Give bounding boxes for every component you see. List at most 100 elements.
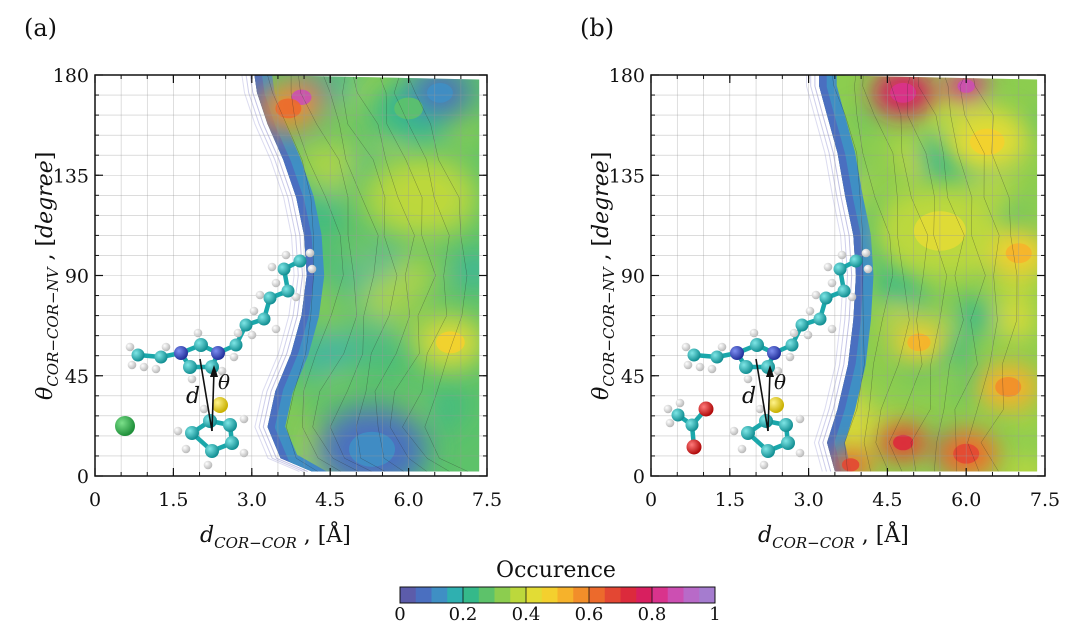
occupancy-blob bbox=[1026, 109, 1038, 135]
colorbar-tick-label: 0.8 bbox=[638, 604, 667, 625]
y-tick-label: 180 bbox=[53, 65, 89, 87]
colorbar-swatch bbox=[652, 587, 669, 603]
colorbar: Occurence 0 0.2 0.4 0.6 0.8 1 bbox=[394, 558, 720, 625]
nitrogen-atom bbox=[174, 346, 188, 360]
hydrogen-atom bbox=[805, 306, 815, 316]
y-tick-label: 90 bbox=[65, 266, 89, 288]
colorbar-swatch bbox=[573, 587, 590, 603]
occupancy-blob bbox=[1015, 410, 1036, 431]
hotspot-core bbox=[427, 82, 453, 103]
y-tick-label: 180 bbox=[609, 65, 645, 87]
occupancy-blob bbox=[445, 109, 480, 153]
inset-label-theta: θ bbox=[774, 370, 786, 394]
carbon-atom bbox=[154, 350, 168, 364]
carbon-atom bbox=[131, 348, 145, 362]
occupancy-blob bbox=[953, 383, 976, 405]
x-tick-label: 4.5 bbox=[315, 489, 345, 511]
hydrogen-atom bbox=[695, 362, 705, 372]
hydrogen-atom bbox=[729, 426, 739, 436]
carbon-atom bbox=[194, 338, 208, 352]
hydrogen-atom bbox=[307, 264, 317, 274]
hydrogen-atom bbox=[193, 328, 203, 338]
arrow-head bbox=[210, 365, 218, 377]
panel-label-b: (b) bbox=[580, 14, 614, 42]
hydrogen-atom bbox=[127, 360, 137, 370]
carbon-atom bbox=[781, 436, 795, 450]
hydrogen-atom bbox=[271, 324, 281, 334]
y-tick-label: 135 bbox=[609, 165, 645, 187]
hydrogen-atom bbox=[795, 414, 805, 424]
xlabel-b: dCOR−COR , [Å] bbox=[758, 520, 909, 552]
hydrogen-atom bbox=[863, 264, 873, 274]
normal-vector-arrow bbox=[211, 370, 215, 432]
nitrogen-atom bbox=[730, 346, 744, 360]
y-tick-label: 45 bbox=[621, 366, 645, 388]
hydrogen-atom bbox=[837, 250, 847, 260]
carbon-atom bbox=[795, 318, 809, 332]
x-tick-label: 1.5 bbox=[158, 489, 188, 511]
hydrogen-atom bbox=[823, 262, 833, 272]
hotspot-core bbox=[841, 458, 860, 472]
inset-label-theta: θ bbox=[218, 370, 230, 394]
carbon-atom bbox=[229, 338, 243, 352]
hydrogen-atom bbox=[737, 444, 747, 454]
carbon-atom bbox=[849, 254, 863, 268]
occupancy-blob bbox=[326, 94, 361, 130]
carbon-atom bbox=[687, 348, 701, 362]
occupancy-blob bbox=[1019, 193, 1038, 220]
hydrogen-atom bbox=[233, 328, 243, 338]
carbon-atom bbox=[685, 418, 699, 432]
hotspot-core bbox=[275, 98, 302, 119]
hydrogen-atom bbox=[811, 290, 821, 300]
hydrogen-atom bbox=[785, 352, 795, 362]
hydrogen-atom bbox=[683, 360, 693, 370]
carbon-atom bbox=[257, 312, 271, 326]
hydrogen-atom bbox=[681, 342, 691, 352]
hydrogen-atom bbox=[187, 374, 197, 384]
colorbar-ticks: 0 0.2 0.4 0.6 0.8 1 bbox=[394, 587, 721, 625]
hydrogen-atom bbox=[125, 342, 135, 352]
hydrogen-atom bbox=[305, 248, 315, 258]
arrow-head bbox=[766, 365, 774, 377]
hydrogen-atom bbox=[795, 448, 805, 458]
colorbar-swatch bbox=[557, 587, 574, 603]
hydrogen-atom bbox=[789, 328, 799, 338]
colorbar-swatch bbox=[683, 587, 700, 603]
occupancy-blob bbox=[430, 386, 466, 422]
occupancy-blob bbox=[359, 274, 406, 321]
panel-a: (a) 0 1.5 3.0 4.5 6.0 7.5 0 45 90 135 180 dCOR−COR… bbox=[24, 14, 502, 552]
colorbar-tick-label: 0.6 bbox=[575, 604, 604, 625]
colorbar-swatches bbox=[400, 587, 716, 603]
y-tick-label: 45 bbox=[65, 366, 89, 388]
carbon-atom bbox=[819, 291, 833, 305]
hydrogen-atom bbox=[239, 414, 249, 424]
x-tick-label: 0 bbox=[645, 489, 657, 511]
x-tick-label: 4.5 bbox=[872, 489, 902, 511]
carbon-atom bbox=[710, 350, 724, 364]
carbon-atom bbox=[277, 262, 291, 276]
colorbar-swatch bbox=[541, 587, 558, 603]
occupancy-blob bbox=[996, 299, 1037, 340]
hydrogen-atom bbox=[291, 292, 301, 302]
hotspot-core bbox=[890, 82, 917, 103]
occupancy-blob bbox=[873, 260, 921, 307]
occupancy-blob bbox=[1024, 435, 1038, 464]
oxygen-atom bbox=[686, 439, 702, 455]
colorbar-tick-label: 0.2 bbox=[449, 604, 478, 625]
y-tick-label: 135 bbox=[53, 165, 89, 187]
occupancy-blob bbox=[1003, 452, 1038, 472]
y-tick-label: 0 bbox=[77, 466, 89, 488]
sulfur-atom bbox=[768, 397, 784, 413]
colorbar-swatch bbox=[604, 587, 621, 603]
molecule-atoms bbox=[115, 248, 317, 470]
hydrogen-atom bbox=[217, 366, 227, 376]
carbon-atom bbox=[239, 318, 253, 332]
nitrogen-atom bbox=[211, 346, 225, 360]
carbon-atom bbox=[223, 418, 237, 432]
carbon-atom bbox=[750, 338, 764, 352]
occupancy-blob bbox=[323, 368, 348, 394]
hydrogen-atom bbox=[199, 404, 209, 414]
hotspot-core bbox=[893, 434, 914, 451]
hotspot-core bbox=[436, 331, 465, 354]
